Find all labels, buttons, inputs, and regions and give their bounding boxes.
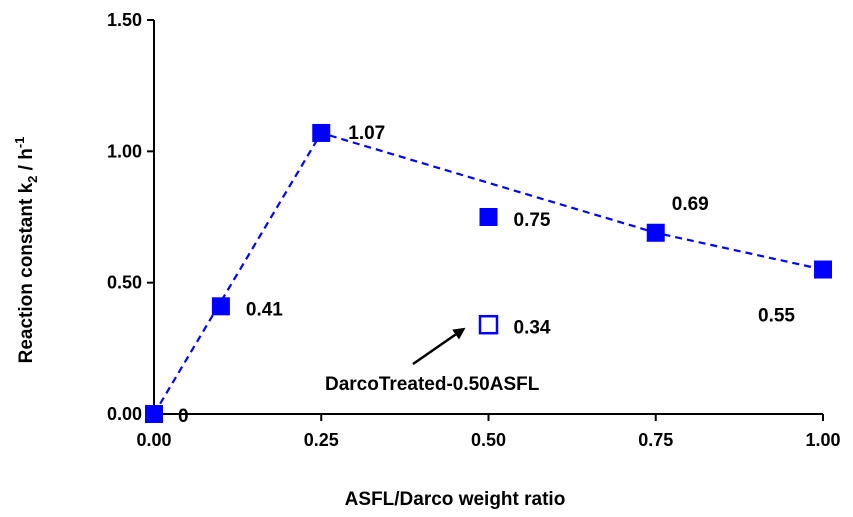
data-label: 0.41 [246, 299, 283, 320]
y-tick-label: 0.00 [107, 404, 142, 424]
x-tick-label: 0.00 [136, 430, 171, 450]
y-axis-title-mid: / h [16, 148, 37, 175]
data-point-marker [211, 297, 230, 316]
annotation-arrow [412, 333, 457, 366]
data-label: 0 [178, 406, 189, 427]
x-tick-label: 0.25 [304, 430, 339, 450]
data-point-marker [145, 405, 163, 423]
plot-area: 0.000.501.001.50 0.00 0.25 0.50 0.75 1.00 00… [107, 10, 841, 450]
y-ticks: 0.00 0.50 1.00 1.50 [107, 10, 154, 424]
y-tick-label: 1.50 [107, 10, 142, 30]
annotation-arrowhead [452, 327, 466, 340]
open-data-point-marker [478, 314, 499, 335]
data-point-marker [646, 223, 665, 242]
x-axis-title: ASFL/Darco weight ratio [345, 489, 566, 510]
y-axis-title-sup: -1 [12, 137, 27, 149]
y-tick-label: 1.00 [107, 141, 142, 161]
y-tick-label: 0.50 [107, 273, 142, 293]
data-label: 0.69 [672, 194, 709, 215]
series-lines [153, 131, 824, 415]
x-ticks: 0.00 0.25 0.50 0.75 1.00 [136, 414, 841, 450]
data-point-marker [312, 123, 331, 142]
data-label: 0.75 [514, 210, 551, 231]
y-axis-title-sub: 2 [25, 176, 40, 183]
x-tick-label: 1.00 [805, 430, 840, 450]
y-axis-title: Reaction constant k2 / h-1 [12, 137, 40, 364]
annotation: DarcoTreated-0.50ASFL [325, 327, 540, 395]
markers [145, 123, 832, 423]
annotation-text: DarcoTreated-0.50ASFL [325, 374, 540, 395]
data-label: 0.34 [514, 318, 551, 339]
data-label: 1.07 [348, 123, 385, 144]
series-line [153, 131, 824, 415]
x-tick-label: 0.75 [638, 430, 673, 450]
x-tick-label: 0.50 [471, 430, 506, 450]
data-point-marker [479, 208, 498, 226]
y-axis-title-main: Reaction constant k [16, 182, 37, 363]
data-point-marker [814, 260, 832, 279]
data-label: 0.55 [758, 306, 795, 327]
data-labels: 0 0.41 1.07 0.75 0.69 0.55 0.34 [178, 123, 795, 427]
